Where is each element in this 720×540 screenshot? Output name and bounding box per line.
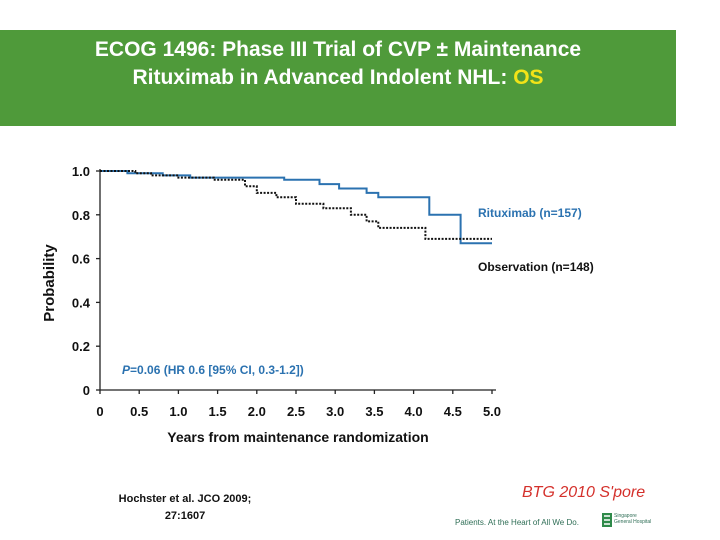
p-value-annotation: P=0.06 (HR 0.6 [95% CI, 0.3-1.2])	[122, 363, 304, 377]
y-axis-label: Probability	[41, 244, 58, 322]
x-tick-label: 4.5	[444, 404, 462, 419]
title-banner: ECOG 1496: Phase III Trial of CVP ± Main…	[0, 30, 676, 126]
y-tick-label: 0.6	[72, 252, 90, 267]
p-value-text: =0.06 (HR 0.6 [95% CI, 0.3-1.2])	[130, 363, 304, 377]
citation-line-1: Hochster et al. JCO 2009;	[118, 493, 252, 505]
hospital-name: Singapore General Hospital	[614, 513, 694, 525]
x-axis-label: Years from maintenance randomization	[167, 429, 428, 445]
y-tick-label: 0.4	[72, 295, 91, 310]
title-line-1: ECOG 1496: Phase III Trial of CVP ± Main…	[94, 38, 582, 61]
x-tick-label: 3.5	[365, 404, 383, 419]
hospital-name-line-2: General Hospital	[614, 519, 652, 525]
hospital-tagline: Patients. At the Heart of All We Do.	[455, 518, 579, 527]
rituximab-curve	[100, 170, 492, 245]
legend-observation: Observation (n=148)	[478, 260, 594, 274]
x-tick-label: 4.0	[405, 404, 423, 419]
x-tick-label: 0.5	[130, 404, 148, 419]
y-tick-label: 0.8	[72, 208, 90, 223]
y-tick-label: 0	[83, 383, 90, 398]
p-symbol: P	[122, 363, 131, 377]
legend-rituximab: Rituximab (n=157)	[478, 206, 582, 220]
survival-curves	[100, 170, 492, 245]
title-line-2: Rituximab in Advanced Indolent NHL: OS	[0, 64, 676, 92]
observation-curve	[100, 170, 492, 240]
y-tick-label: 0.2	[72, 339, 90, 354]
title-highlight: OS	[513, 66, 544, 89]
y-tick-label: 1.0	[72, 164, 90, 179]
x-tick-label: 1.0	[169, 404, 187, 419]
x-tick-label: 0	[96, 404, 103, 419]
hospital-name-line-1: Singapore	[614, 513, 637, 519]
x-tick-label: 3.0	[326, 404, 344, 419]
x-tick-label: 5.0	[483, 404, 501, 419]
hospital-logo-icon	[602, 513, 612, 527]
event-label: BTG 2010 S'pore	[522, 484, 646, 501]
x-tick-label: 2.0	[248, 404, 266, 419]
x-tick-label: 1.5	[209, 404, 227, 419]
x-tick-labels: 0 0.5 1.0 1.5 2.0 2.5 3.0 3.5 4.0 4.5 5.0	[96, 390, 501, 419]
x-tick-label: 2.5	[287, 404, 305, 419]
citation-line-2: 27:1607	[164, 510, 206, 522]
survival-chart: 0 0.2 0.4 0.6 0.8 1.0 0 0.5 1.0 1.5 2.0 2.5 3.0 3.5 4…	[41, 164, 594, 445]
title-line-2-main: Rituximab in Advanced Indolent NHL:	[132, 66, 514, 89]
y-tick-labels: 0 0.2 0.4 0.6 0.8 1.0	[72, 164, 100, 398]
citation: Hochster et al. JCO 2009; 27:1607	[100, 491, 270, 525]
chart-axes	[99, 169, 496, 391]
slide-title: ECOG 1496: Phase III Trial of CVP ± Main…	[0, 36, 676, 92]
